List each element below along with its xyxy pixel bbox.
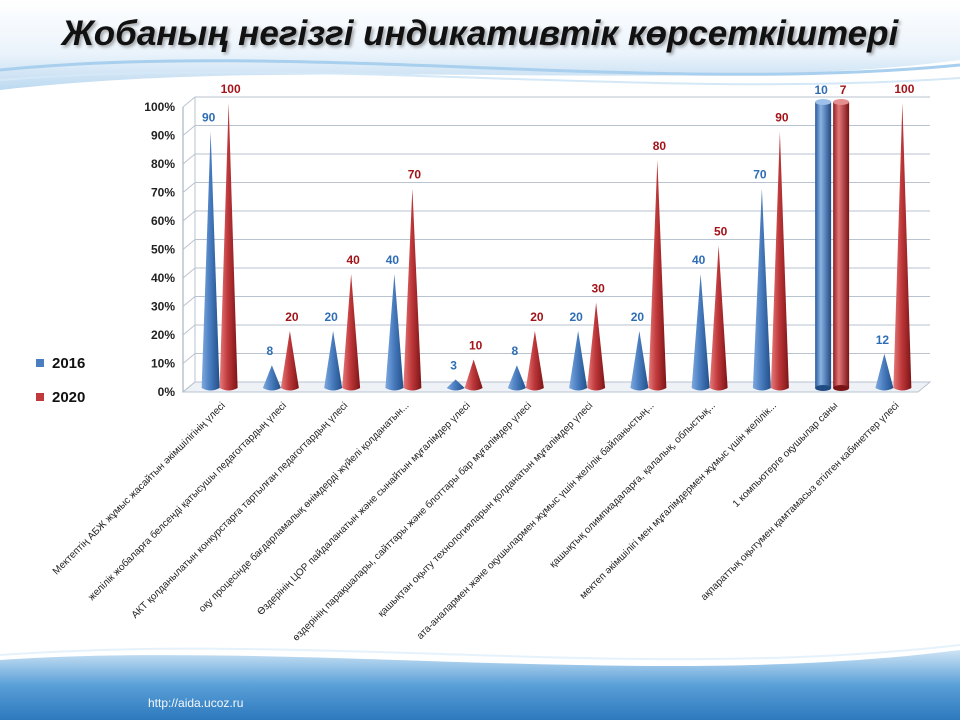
data-label-2020-3: 40 <box>346 253 360 267</box>
bar-2020-3 <box>342 274 361 391</box>
legend-swatch-2016 <box>36 359 44 367</box>
y-tick-label: 90% <box>151 129 175 143</box>
legend-label-2020: 2020 <box>52 389 85 406</box>
x-category-label: қашықтан оқыту технологияларын қолданаты… <box>376 400 595 619</box>
gridline-depth <box>182 353 196 364</box>
y-tick-label: 60% <box>151 214 175 228</box>
bar-2016-10 <box>752 188 771 391</box>
data-label-2020-9: 50 <box>714 225 728 239</box>
bar-2016-8 <box>630 331 649 391</box>
bar-2016-6 <box>507 365 526 391</box>
x-category-label: ата-аналармен және оқушылармен жұмыс үші… <box>414 400 656 642</box>
bar-2020-9 <box>709 245 728 391</box>
bar-2016-11 <box>815 102 832 388</box>
bar-2020-6 <box>525 331 544 391</box>
data-label-2020-4: 70 <box>408 168 422 182</box>
data-label-2020-8: 80 <box>653 139 667 153</box>
y-tick-label: 30% <box>151 300 175 314</box>
data-label-2020-11: 7 <box>840 83 847 97</box>
legend-label-2016: 2016 <box>52 355 85 372</box>
y-tick-label: 0% <box>158 385 176 399</box>
gridline-depth <box>182 182 196 193</box>
gridline-depth <box>182 210 196 222</box>
data-label-2016-4: 40 <box>386 253 400 267</box>
gridline-depth <box>182 267 196 279</box>
y-tick-label: 40% <box>151 271 175 285</box>
bar-2016-5 <box>446 379 465 391</box>
x-category-label: ақпараттық оқытумен қамтамасыз етілген к… <box>698 400 901 603</box>
bar-2020-1 <box>219 103 238 391</box>
bar-base-2016-11 <box>815 385 832 391</box>
legend-swatch-2020 <box>36 393 44 401</box>
data-label-2016-3: 20 <box>324 310 338 324</box>
x-category-label: желілік жобаларға белсенді қатысушы педа… <box>86 400 289 603</box>
data-label-2016-9: 40 <box>692 253 706 267</box>
bar-2016-7 <box>569 331 588 391</box>
bar-2020-12 <box>893 103 912 391</box>
data-label-2016-7: 20 <box>569 310 583 324</box>
data-label-2020-2: 20 <box>285 310 299 324</box>
data-label-2016-5: 3 <box>450 358 457 372</box>
x-category-label: 1 компьютерге оқушылар саны <box>731 400 840 509</box>
data-label-2016-8: 20 <box>631 310 645 324</box>
bar-2016-3 <box>324 331 343 391</box>
data-label-2016-12: 12 <box>876 333 890 347</box>
bar-base-2020-11 <box>833 385 850 391</box>
data-label-2016-10: 70 <box>753 168 767 182</box>
gridline-depth <box>182 324 196 336</box>
data-label-2020-6: 20 <box>530 310 544 324</box>
data-label-2020-7: 30 <box>591 282 605 296</box>
bar-2020-8 <box>648 160 667 391</box>
y-tick-label: 50% <box>151 243 175 257</box>
bar-top-2020-11 <box>833 99 850 105</box>
data-label-2020-12: 100 <box>894 82 914 96</box>
bar-2020-5 <box>464 359 483 391</box>
gridline-depth <box>182 381 196 393</box>
data-label-2016-1: 90 <box>202 111 216 125</box>
slide-title: Жобаның негізгі индикативтік көрсеткіште… <box>61 14 899 53</box>
bar-2020-7 <box>587 302 606 391</box>
data-label-2016-2: 8 <box>267 344 274 358</box>
watermark-url: http://aida.ucoz.ru <box>148 696 244 710</box>
bar-2016-1 <box>201 131 220 391</box>
x-category-label: өздерінің парақшалары, сайттары және бло… <box>290 400 534 644</box>
bar-2020-10 <box>770 131 789 391</box>
gridline-depth <box>182 296 196 307</box>
bar-2016-12 <box>875 353 894 391</box>
data-label-2020-5: 10 <box>469 339 483 353</box>
bar-2016-2 <box>262 365 281 391</box>
bar-2020-11 <box>833 102 850 388</box>
data-label-2020-10: 90 <box>775 111 789 125</box>
x-category-label: АКТ қолданылатын конкурстарға тартылған … <box>130 400 351 621</box>
y-tick-label: 100% <box>144 100 175 114</box>
y-tick-label: 10% <box>151 357 175 371</box>
gridline-depth <box>182 96 196 108</box>
x-category-label: Өздерінің ЦОР пайдаланатын және сынайтын… <box>255 400 472 617</box>
gridline-depth <box>182 153 196 165</box>
data-label-2016-6: 8 <box>512 344 519 358</box>
y-tick-label: 80% <box>151 157 175 171</box>
data-label-2016-11: 10 <box>814 83 828 97</box>
bar-top-2016-11 <box>815 99 832 105</box>
gridline-depth <box>182 239 196 250</box>
x-category-label: оқу процесінде бағдарламалық өнімдерді ж… <box>196 400 411 615</box>
data-label-2020-1: 100 <box>221 82 241 96</box>
y-tick-label: 20% <box>151 328 175 342</box>
bar-2016-4 <box>385 274 404 391</box>
y-tick-label: 70% <box>151 186 175 200</box>
bar-2020-4 <box>403 188 422 391</box>
gridline-depth <box>182 125 196 136</box>
bar-2016-9 <box>691 274 710 391</box>
bar-2020-2 <box>280 331 299 391</box>
